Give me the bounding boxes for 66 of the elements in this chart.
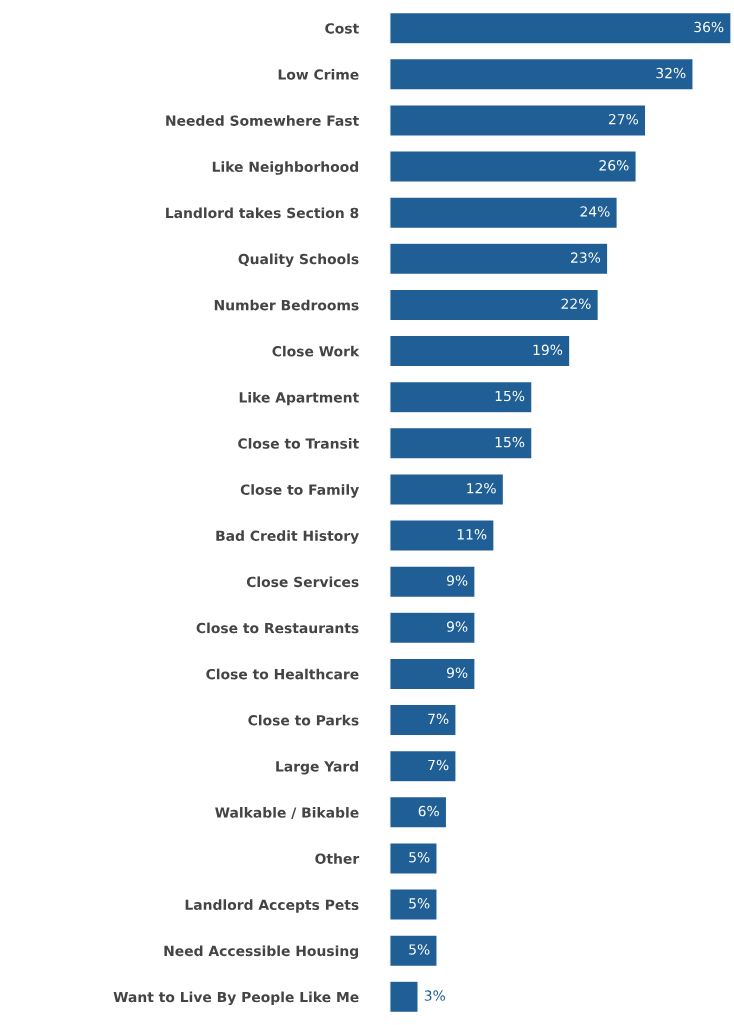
bar	[389, 196, 618, 230]
data-label: 11%	[457, 529, 487, 540]
y-tick-label: Large Yard	[276, 760, 359, 775]
data-label: 26%	[599, 160, 629, 171]
data-label: 3%	[424, 990, 446, 1001]
y-tick-label: Close Work	[272, 345, 360, 357]
y-tick-label: Close Services	[246, 576, 359, 588]
bar	[389, 519, 495, 552]
data-label: 32%	[656, 67, 686, 79]
bar	[389, 749, 457, 783]
data-label: 7%	[428, 759, 449, 771]
bar	[389, 104, 647, 137]
data-label: 5%	[409, 944, 430, 955]
data-label: 12%	[467, 482, 496, 494]
data-label: 9%	[446, 667, 468, 678]
bar	[389, 842, 438, 875]
bar	[389, 657, 476, 691]
data-label: 24%	[580, 206, 610, 217]
data-label: 22%	[561, 298, 591, 309]
data-label: 7%	[428, 713, 449, 725]
y-tick-label: Needed Somewhere Fast	[166, 115, 359, 126]
y-tick-label: Close to Healthcare	[206, 668, 359, 680]
y-tick-label: Low Crime	[278, 69, 359, 80]
bar	[389, 888, 438, 921]
data-label: 9%	[446, 621, 468, 632]
bar	[389, 288, 600, 322]
bar	[389, 980, 419, 1014]
bar	[389, 11, 732, 45]
data-label: 23%	[571, 252, 601, 263]
y-tick-label: Need Accessible Housing	[164, 945, 359, 959]
y-tick-label: Like Neighborhood	[212, 161, 359, 175]
bar	[389, 57, 694, 91]
y-tick-label: Landlord takes Section 8	[166, 207, 359, 219]
y-tick-label: Close to Restaurants	[196, 622, 359, 634]
data-label: 15%	[495, 390, 525, 402]
bar	[389, 150, 637, 183]
y-tick-label: Bad Credit History	[216, 530, 359, 544]
bar	[389, 795, 448, 829]
y-tick-label: Cost	[325, 23, 359, 34]
y-tick-label: Like Apartment	[239, 391, 359, 406]
bar	[389, 334, 571, 368]
data-label: 15%	[495, 436, 525, 448]
y-tick-label: Close to Transit	[238, 438, 359, 449]
y-tick-label: Close to Family	[240, 484, 359, 498]
data-label: 19%	[533, 344, 563, 356]
bar	[389, 242, 609, 276]
data-label: 6%	[418, 805, 439, 817]
y-tick-label: Other	[315, 853, 360, 864]
data-label: 27%	[608, 113, 639, 125]
y-tick-label: Want to Live By People Like Me	[113, 991, 359, 1006]
bar	[389, 473, 505, 506]
y-tick-label: Quality Schools	[238, 253, 359, 268]
bar	[389, 703, 457, 737]
bar	[389, 611, 476, 645]
bar	[389, 426, 533, 460]
data-label: 5%	[409, 851, 430, 863]
bar	[389, 565, 476, 599]
y-tick-label: Close to Parks	[248, 714, 359, 726]
y-tick-label: Number Bedrooms	[214, 299, 359, 311]
y-tick-label: Walkable / Bikable	[215, 807, 359, 819]
data-label: 5%	[409, 898, 430, 909]
bar	[389, 934, 438, 968]
data-label: 9%	[446, 575, 468, 586]
bar	[389, 380, 533, 414]
y-tick-label: Landlord Accepts Pets	[185, 899, 359, 913]
data-label: 36%	[694, 21, 724, 33]
